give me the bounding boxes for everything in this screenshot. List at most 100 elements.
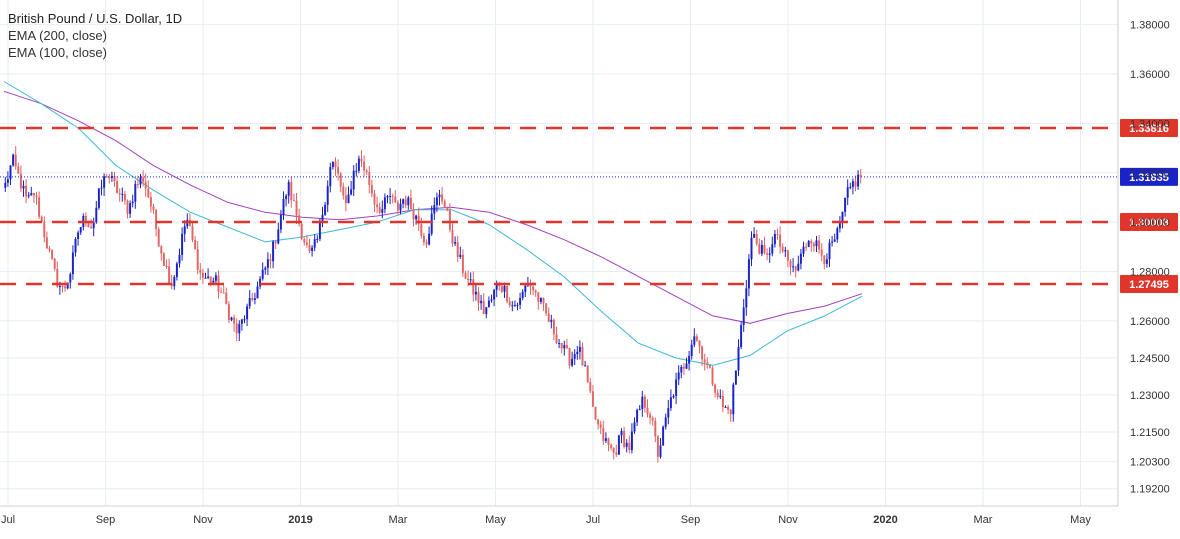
y-tick-label: 1.21500 (1130, 427, 1170, 439)
candle-body (625, 442, 628, 447)
candle-body (407, 197, 410, 206)
candle-body (175, 263, 178, 278)
candle-body (25, 185, 28, 197)
candle-body (716, 392, 719, 397)
candle-body (272, 241, 275, 262)
candle-body (456, 242, 459, 258)
candle-body (724, 406, 727, 408)
candle-body (711, 367, 714, 385)
candle-body (734, 370, 737, 385)
candle-body (326, 186, 329, 205)
level-label: 1.27495 (1129, 279, 1169, 291)
candle-body (157, 229, 160, 247)
candle-body (139, 177, 142, 185)
candle-body (303, 238, 306, 243)
candle-body (253, 298, 256, 300)
candle-body (396, 202, 399, 211)
candle-body (350, 189, 353, 195)
candle-body (357, 158, 360, 171)
candle-body (129, 203, 132, 214)
y-tick-label: 1.20300 (1130, 457, 1170, 469)
candle-body (690, 344, 693, 356)
candle-body (542, 297, 545, 304)
candle-body (40, 216, 43, 222)
legend-title: British Pound / U.S. Dollar, 1D (8, 11, 183, 26)
candle-body (376, 204, 379, 208)
candle-body (35, 195, 38, 198)
x-tick-label: May (485, 514, 506, 526)
candle-body (857, 174, 860, 187)
candle-body (311, 247, 314, 252)
candle-body (121, 194, 124, 196)
candle-body (118, 193, 121, 195)
candle-body (365, 170, 368, 173)
candle-body (269, 259, 272, 262)
candle-body (753, 234, 756, 238)
candle-body (558, 342, 561, 344)
candle-body (532, 286, 535, 291)
candle-body (701, 346, 704, 360)
candle-body (550, 319, 553, 322)
candle-body (58, 285, 61, 287)
candle-body (448, 210, 451, 230)
candle-body (500, 286, 503, 292)
y-tick-label: 1.30000 (1130, 217, 1170, 229)
candle-body (612, 448, 615, 453)
candle-body (487, 300, 490, 308)
candle-body (324, 204, 327, 215)
candle-body (412, 209, 415, 220)
candle-body (417, 215, 420, 225)
candle-body (841, 211, 844, 224)
candle-body (807, 241, 810, 247)
candle-body (9, 165, 12, 180)
candle-body (586, 365, 589, 383)
candle-body (638, 409, 641, 411)
candle-body (378, 207, 381, 213)
candle-body (630, 431, 633, 451)
candle-body (818, 240, 821, 250)
candle-body (38, 197, 41, 217)
y-tick-label: 1.32000 (1130, 168, 1170, 180)
current-price-label-bg (1120, 167, 1178, 186)
candle-body (685, 363, 688, 369)
candle-body (199, 269, 202, 273)
candle-body (646, 407, 649, 415)
candle-body (126, 200, 129, 214)
candle-body (191, 225, 194, 240)
level-label-bg (1120, 212, 1178, 231)
candle-body (732, 384, 735, 415)
candle-body (604, 438, 607, 441)
candle-body (160, 246, 163, 254)
candle-body (373, 193, 376, 205)
candle-body (820, 249, 823, 256)
candle-body (352, 170, 355, 190)
x-tick-label: Mar (974, 514, 993, 526)
candle-body (451, 229, 454, 244)
y-tick-label: 1.38000 (1130, 20, 1170, 32)
candle-body (201, 272, 204, 278)
candle-body (833, 239, 836, 242)
candle-body (607, 438, 610, 445)
candle-body (719, 395, 722, 397)
candle-body (147, 188, 150, 198)
candle-body (503, 285, 506, 292)
candle-body (849, 186, 852, 188)
candle-body (493, 289, 496, 300)
candle-body (256, 286, 259, 299)
candle-body (851, 181, 854, 187)
candle-body (828, 242, 831, 260)
candle-body (149, 197, 152, 207)
candle-body (672, 395, 675, 398)
candle-body (633, 422, 636, 432)
candle-body (316, 238, 319, 240)
candle-body (389, 195, 392, 197)
candle-body (799, 253, 802, 264)
candle-body (331, 161, 334, 168)
candle-body (235, 323, 238, 334)
candle-body (805, 246, 808, 248)
resistance-support-levels: 1.33816 1.30008 1.27495 1.31835 (0, 118, 1178, 293)
candle-body (568, 348, 571, 366)
candle-body (162, 253, 165, 266)
